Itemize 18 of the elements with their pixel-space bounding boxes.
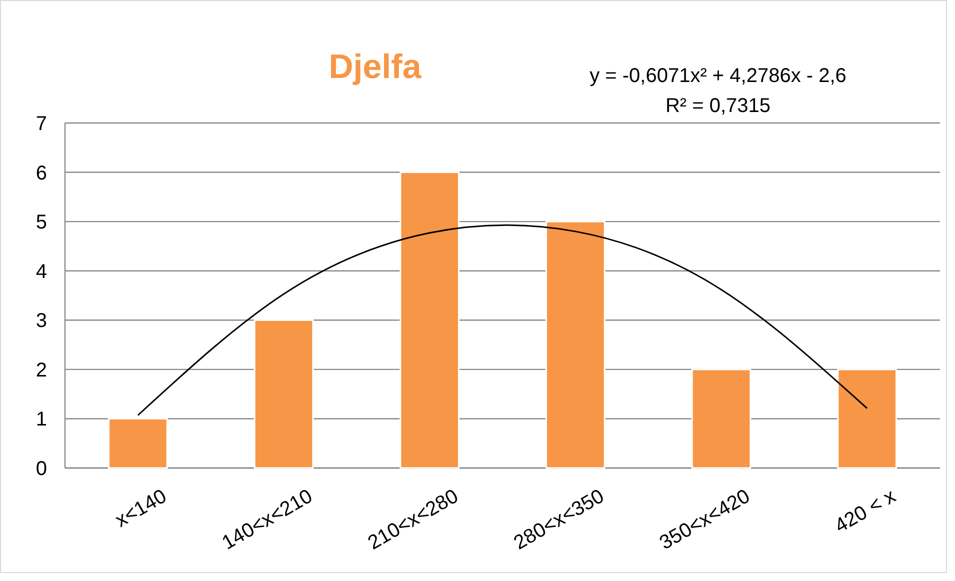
text: R² = 0,7315 <box>665 95 771 117</box>
y-tick-label: 3 <box>36 310 47 332</box>
bar <box>837 368 897 469</box>
bar <box>546 220 606 469</box>
y-tick-label: 6 <box>36 162 47 184</box>
bar <box>108 418 168 469</box>
y-tick-label: 1 <box>36 408 47 431</box>
y-tick-label: 5 <box>36 212 47 234</box>
bar <box>254 319 314 469</box>
chart-title: Djelfa <box>328 48 422 86</box>
x-tick-label: 420 < x <box>831 485 900 538</box>
y-tick-label: 4 <box>36 260 47 283</box>
text: y = -0,6071x² + 4,2786x - 2,6 <box>590 65 846 87</box>
y-tick-label: 2 <box>36 359 47 382</box>
y-tick-label: 7 <box>36 113 47 135</box>
bar <box>691 368 752 469</box>
y-tick-label: 0 <box>36 458 47 480</box>
bar <box>400 172 460 469</box>
